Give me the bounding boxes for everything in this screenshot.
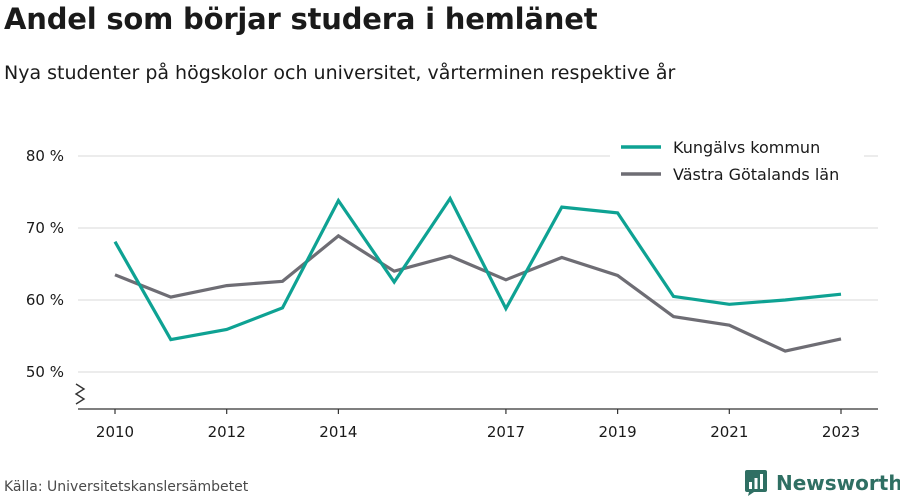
x-tick-label: 2021 <box>710 423 748 441</box>
y-tick-label: 80 % <box>26 147 64 165</box>
series-lines <box>113 195 842 353</box>
brand-name: Newsworthy <box>776 471 900 495</box>
x-tick-label: 2014 <box>319 423 357 441</box>
legend: Kungälvs kommun Västra Götalands län <box>610 130 864 194</box>
legend-label-1: Västra Götalands län <box>673 165 839 184</box>
x-tick-label: 2023 <box>822 423 860 441</box>
x-tick-label: 2017 <box>487 423 525 441</box>
axis-break-marker <box>74 383 86 405</box>
line-chart: 50 % 60 % 70 % 80 % 2010 2012 2014 2017 2019 202… <box>25 130 878 441</box>
y-axis: 50 % 60 % 70 % 80 % <box>26 147 86 405</box>
x-tick-label: 2010 <box>96 423 134 441</box>
x-tick-label: 2019 <box>599 423 637 441</box>
chart-subtitle: Nya studenter på högskolor och universit… <box>4 62 676 84</box>
y-tick-label: 50 % <box>26 363 64 381</box>
y-tick-label: 60 % <box>26 291 64 309</box>
brand-logo: Newsworthy <box>744 469 900 497</box>
series-line-1 <box>114 233 842 353</box>
source-note: Källa: Universitetskanslersämbetet <box>4 479 249 495</box>
series-line-0 <box>113 195 842 342</box>
x-tick-label: 2012 <box>208 423 246 441</box>
legend-background <box>610 130 864 194</box>
x-axis: 2010 2012 2014 2017 2019 2021 2023 <box>78 408 878 441</box>
legend-label-0: Kungälvs kommun <box>673 138 820 157</box>
chart-title: Andel som börjar studera i hemlänet <box>4 2 598 36</box>
bar-chart-icon <box>745 470 767 496</box>
y-tick-label: 70 % <box>26 219 64 237</box>
